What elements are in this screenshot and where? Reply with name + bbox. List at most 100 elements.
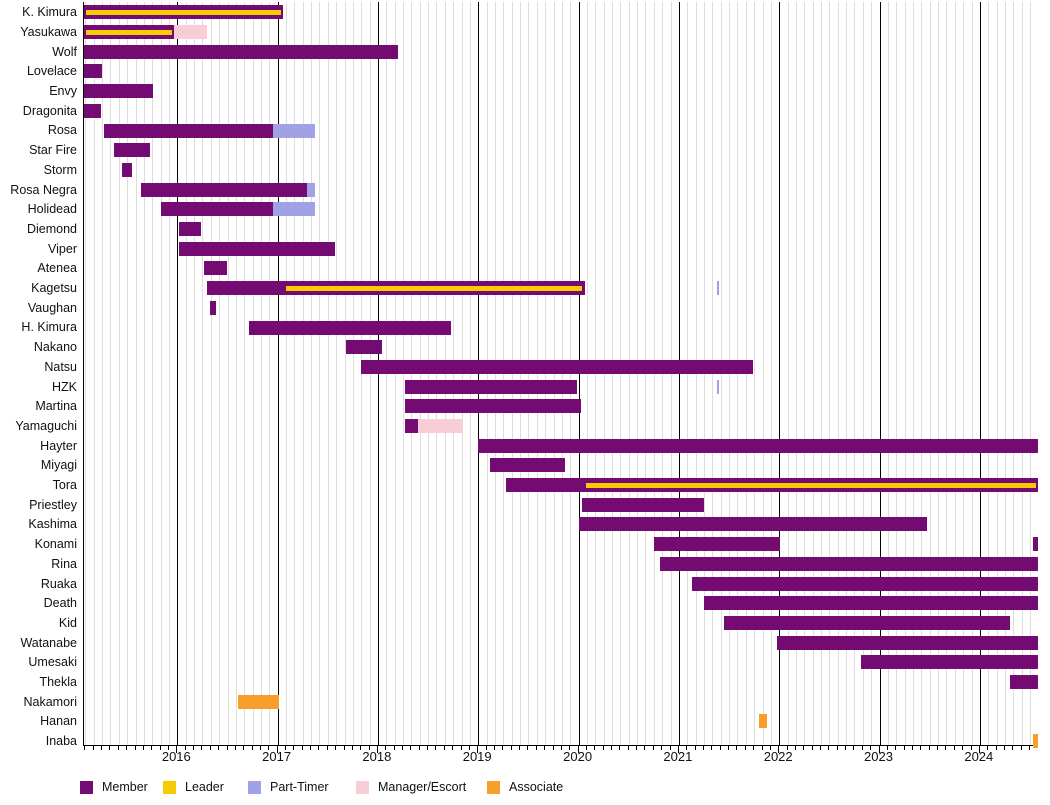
axis-year-label: 2017 (262, 749, 292, 764)
axis-tick-minor (251, 746, 253, 750)
gridline-month (996, 2, 998, 745)
timeline-bar-member (84, 64, 103, 79)
axis-tick-minor (301, 746, 303, 750)
axis-year-label: 2018 (362, 749, 392, 764)
row-label: Holidead (27, 202, 77, 217)
gridline-month (938, 2, 939, 745)
axis-tick-minor (845, 746, 847, 750)
axis-tick-minor (485, 746, 487, 750)
axis-tick-minor (669, 746, 671, 750)
timeline-bar-part_timer (272, 123, 315, 138)
gridline-month (127, 2, 129, 745)
axis-tick-minor (803, 746, 805, 750)
axis-tick-minor (385, 746, 387, 750)
axis-tick-minor (602, 746, 604, 750)
row-label: Wolf (52, 44, 77, 59)
row-label: Tora (52, 478, 77, 493)
legend-label: Manager/Escort (378, 780, 467, 794)
axis-tick-minor (694, 746, 696, 750)
axis-tick-minor (636, 746, 638, 750)
axis-tick-minor (452, 746, 454, 750)
axis-tick-major (577, 746, 579, 753)
axis-tick-minor (519, 746, 520, 750)
timeline-bar-member (248, 320, 452, 335)
timeline-bar-member (703, 596, 1038, 611)
gridline-month (93, 2, 95, 745)
gridline-month (235, 2, 237, 745)
timeline-bar-member (405, 418, 418, 433)
axis-tick-minor (552, 746, 554, 750)
axis-tick-minor (243, 746, 245, 750)
timeline-bar-member (179, 241, 335, 256)
gridline-month (294, 2, 296, 745)
axis-tick-minor (828, 746, 830, 750)
axis-tick-minor (962, 746, 964, 750)
axis-tick-major (878, 746, 880, 753)
gridline-month (319, 2, 321, 745)
axis-tick-major (176, 746, 178, 753)
gridline-month (110, 2, 112, 745)
axis-tick-major (677, 746, 679, 753)
gridline-month (896, 2, 898, 745)
row-label: Priestley (29, 497, 77, 512)
timeline-bar-member (345, 340, 382, 355)
timeline-bar-member (210, 300, 217, 315)
axis-tick-minor (811, 746, 813, 750)
axis-tick-minor (460, 746, 462, 750)
gridline-month (929, 2, 931, 745)
axis-tick-minor (836, 746, 838, 750)
gridline-month (227, 2, 229, 745)
associate-swatch-icon (487, 780, 500, 794)
axis-tick-minor (151, 746, 153, 750)
gridline-month (954, 2, 956, 745)
gridline-month (1021, 2, 1023, 745)
axis-tick-minor (293, 746, 295, 750)
axis-tick-minor (970, 746, 972, 750)
axis-tick-minor (201, 746, 203, 750)
timeline-bar-member (724, 615, 1010, 630)
gridline-month (837, 2, 839, 745)
axis-tick-minor (418, 746, 420, 750)
timeline-bar-member (653, 537, 781, 552)
axis-tick-minor (92, 746, 94, 750)
axis-tick-minor (360, 746, 362, 750)
axis-tick-minor (134, 746, 136, 750)
axis-tick-major (276, 746, 278, 753)
row-label: Inaba (45, 734, 77, 749)
axis-year-label: 2020 (563, 749, 593, 764)
axis-year-label: 2022 (763, 749, 793, 764)
axis-tick-minor (117, 746, 119, 750)
gridline-month (202, 2, 204, 745)
axis-tick-minor (560, 746, 562, 750)
axis-tick-minor (995, 746, 997, 750)
legend-item-leader: Leader (163, 780, 224, 794)
timeline-bar-member (691, 576, 1038, 591)
leader-swatch-icon (163, 780, 176, 794)
timeline-bar-part_timer (306, 182, 315, 197)
axis-tick-minor (861, 746, 863, 750)
gridline-month (160, 2, 162, 745)
gridline-month (260, 2, 262, 745)
axis-tick-minor (318, 746, 320, 750)
row-label: Konami (34, 537, 77, 552)
axis-tick-major (978, 746, 980, 753)
row-label: Umesaki (28, 655, 77, 670)
axis-tick-minor (911, 746, 913, 750)
axis-tick-minor (368, 746, 370, 750)
gridline-month (327, 2, 329, 745)
gridline-month (302, 2, 304, 745)
row-label: Natsu (44, 359, 77, 374)
gridline-year (177, 2, 179, 745)
gridline-month (846, 2, 848, 745)
axis-tick-minor (494, 746, 495, 750)
axis-tick-major (477, 746, 479, 753)
axis-tick-minor (753, 746, 755, 750)
row-label: Diemond (26, 221, 77, 236)
timeline-bar-associate (759, 714, 768, 729)
gridline-month (244, 2, 246, 745)
axis-tick-minor (259, 746, 261, 750)
row-label: Nakamori (23, 694, 78, 709)
gridline-month (185, 2, 187, 745)
legend-label: Associate (509, 780, 564, 794)
leader-stripe (585, 482, 1036, 488)
